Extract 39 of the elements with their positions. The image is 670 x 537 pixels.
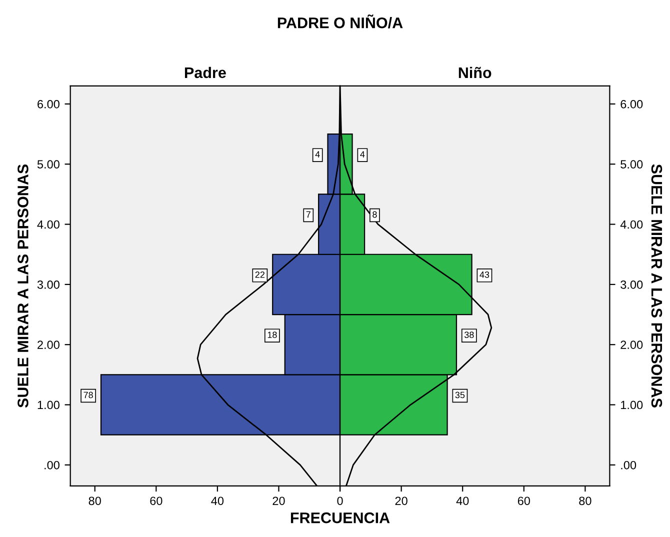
x-tick-label: 40	[211, 496, 224, 506]
x-tick-label: 0	[337, 496, 343, 506]
x-tick-label: 40	[456, 496, 469, 506]
y-tick-label: 5.00	[620, 160, 643, 169]
y-axis-title: SUELE MIRAR A LAS PERSONAS	[651, 164, 662, 408]
chart-title: PADRE O NIÑO/A	[278, 14, 403, 28]
y-tick-label: 5.00	[37, 160, 60, 169]
data-label: 35	[455, 392, 465, 398]
data-label: 38	[464, 332, 474, 338]
x-tick-label: 20	[395, 496, 408, 506]
chart-subtitle: Niño	[458, 66, 492, 78]
x-axis-title: FRECUENCIA	[290, 512, 390, 524]
x-tick-label: 80	[88, 496, 101, 506]
y-tick-label: 3.00	[620, 280, 643, 289]
chart-subtitle: Padre	[184, 66, 226, 78]
y-tick-label: 3.00	[37, 280, 60, 289]
data-label: 4	[360, 151, 365, 158]
data-label: 22	[255, 271, 264, 278]
data-label: 4	[315, 151, 320, 158]
data-label: 8	[372, 211, 377, 218]
y-tick-label: 2.00	[38, 340, 60, 350]
y-axis-title: SUELE MIRAR A LAS PERSONAS	[18, 164, 28, 408]
y-tick-label: 6.00	[620, 100, 643, 108]
y-tick-label: 2.00	[620, 340, 643, 350]
y-tick-label: 1.00	[38, 400, 60, 410]
y-tick-label: .00	[44, 460, 60, 470]
y-tick-label: 4.00	[37, 220, 60, 229]
x-tick-label: 20	[272, 496, 285, 506]
y-tick-label: 6.00	[38, 100, 60, 108]
y-tick-label: 1.00	[621, 400, 643, 410]
y-tick-label: .00	[621, 460, 636, 470]
y-tick-label: 4.00	[620, 220, 643, 229]
x-tick-label: 60	[150, 496, 162, 506]
data-label: 78	[84, 392, 93, 398]
data-label: 7	[306, 211, 310, 218]
data-label: 18	[268, 332, 277, 338]
x-tick-label: 60	[518, 496, 530, 506]
x-tick-label: 80	[579, 496, 592, 506]
data-label: 43	[480, 271, 490, 278]
